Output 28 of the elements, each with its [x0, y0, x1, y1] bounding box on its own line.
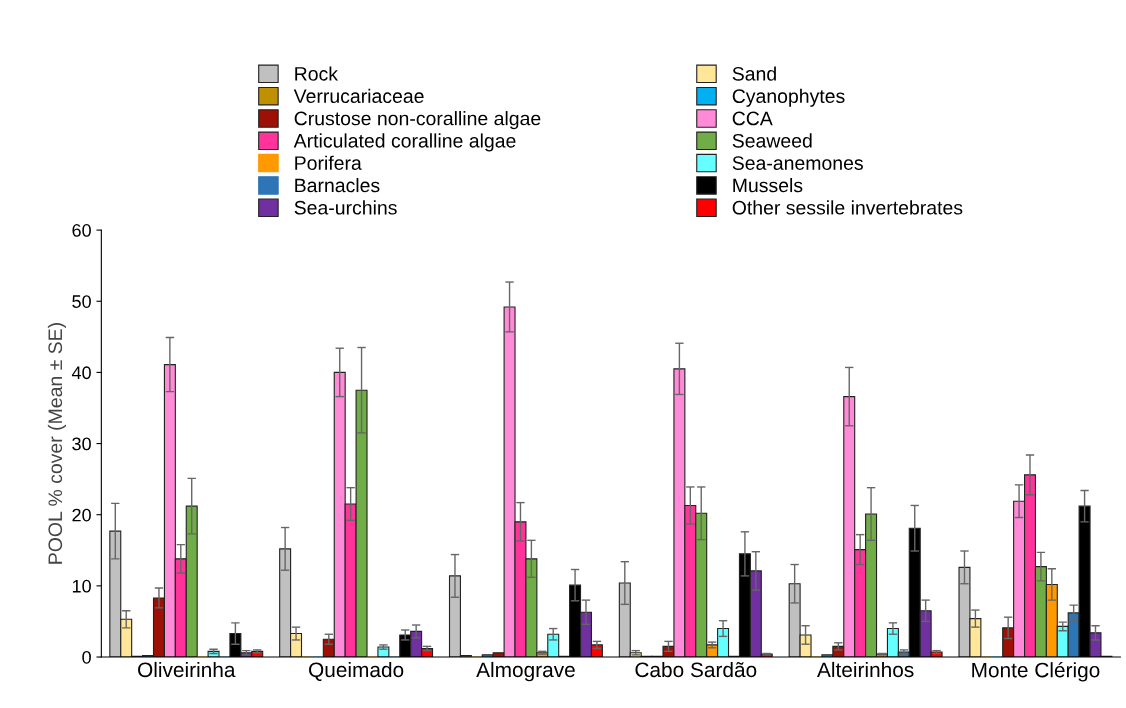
legend-label: Sea-anemones [732, 156, 863, 170]
y-axis-title: POOL % cover (Mean ± SE) [47, 323, 66, 564]
y-tick-label: 50 [72, 295, 91, 308]
legend-label: Seaweed [732, 133, 812, 148]
x-tick-label: Oliveirinha [138, 661, 236, 678]
x-tick-label: Almograve [476, 661, 575, 682]
legend-label: Articulated coralline algae [293, 133, 516, 152]
legend-label: CCA [732, 111, 773, 126]
legend-label: Crustose non-coralline algae [294, 111, 541, 130]
y-tick-label: 60 [72, 224, 91, 237]
x-tick-label: Queimado [309, 661, 404, 681]
legend-label: Barnacles [295, 177, 380, 193]
legend-label: Mussels [733, 177, 803, 193]
legend-label: Sand [732, 66, 776, 81]
legend-label: Verrucariaceae [293, 88, 424, 104]
legend-label: Sea-urchins [294, 200, 397, 215]
legend-label: Porifera [295, 155, 362, 170]
legend-label: Rock [295, 66, 339, 81]
x-tick-label: Alteirinhos [817, 661, 914, 678]
y-tick-label: 10 [72, 579, 91, 593]
y-tick-label: 30 [72, 437, 91, 451]
y-tick-label: 20 [72, 508, 91, 522]
y-tick-label: 0 [82, 650, 91, 664]
x-tick-label: Monte Clérigo [972, 661, 1100, 682]
y-tick-label: 40 [71, 366, 91, 380]
x-tick-label: Cabo Sardão [635, 661, 757, 678]
legend-label: Other sessile invertebrates [732, 200, 963, 215]
legend-label: Cyanophytes [732, 88, 845, 107]
